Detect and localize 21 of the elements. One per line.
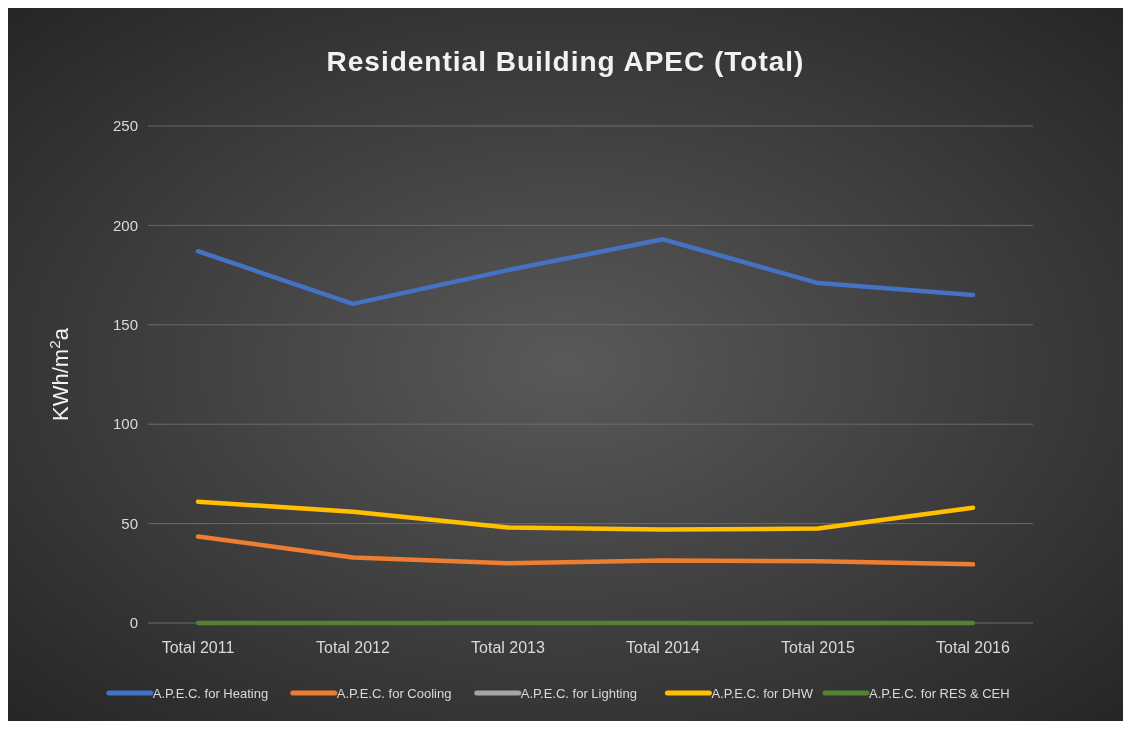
- legend-label: A.P.E.C. for Heating: [152, 685, 269, 701]
- legend-label: A.P.E.C. for Lighting: [520, 685, 637, 701]
- y-tick-label: 0: [129, 614, 138, 632]
- line-series: [195, 499, 976, 532]
- x-tick-label: Total 2012: [316, 639, 391, 656]
- x-tick-label: Total 2011: [161, 639, 235, 656]
- legend-label: A.P.E.C. for DHW: [711, 685, 814, 701]
- y-tick-label: 100: [112, 415, 138, 433]
- y-tick-label: 50: [121, 514, 138, 532]
- line-series: [195, 237, 976, 307]
- y-tick-label: 250: [112, 117, 138, 135]
- x-tick-label: Total 2014: [626, 639, 701, 656]
- x-tick-label: Total 2015: [781, 639, 856, 656]
- legend-label: A.P.E.C. for RES & CEH: [869, 685, 1010, 701]
- chart-title: Residential Building APEC (Total): [326, 46, 805, 77]
- y-tick-label: 200: [112, 216, 138, 234]
- x-tick-label: Total 2016: [936, 639, 1011, 656]
- line-series: [195, 534, 976, 567]
- legend-label: A.P.E.C. for Cooling: [336, 685, 452, 701]
- y-tick-label: 150: [112, 316, 138, 334]
- x-tick-label: Total 2013: [471, 639, 546, 656]
